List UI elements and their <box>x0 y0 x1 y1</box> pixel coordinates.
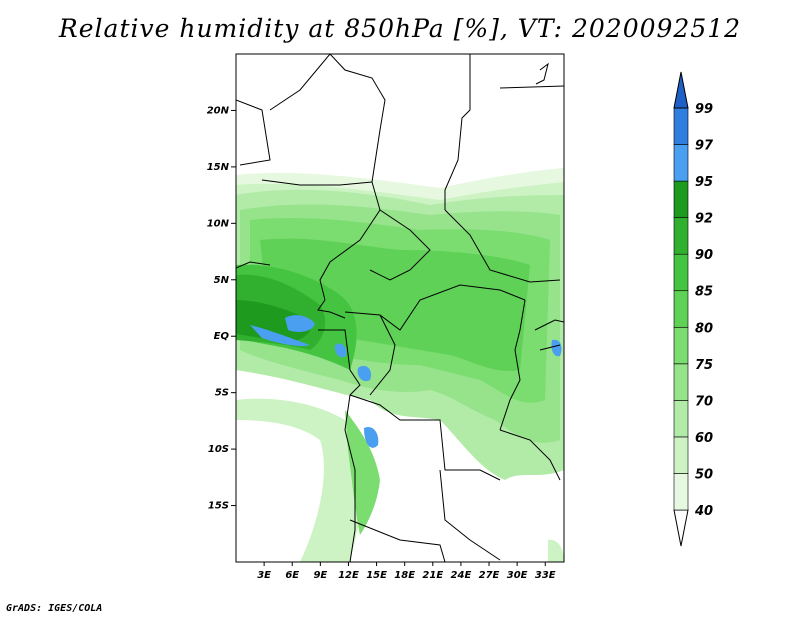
map-title: Relative humidity at 850hPa [%], VT: 202… <box>58 14 742 43</box>
colorbar-segment <box>673 180 689 218</box>
country-borders <box>236 54 564 562</box>
colorbar-segment <box>673 326 689 365</box>
colorbar-label: 95 <box>695 175 713 190</box>
colorbar-over-triangle <box>673 71 689 109</box>
lon-tick-label: 15E <box>366 570 387 581</box>
lon-tick-label: 24E <box>451 570 472 581</box>
colorbar-segment <box>673 253 689 292</box>
lon-tick-label: 6E <box>285 570 299 581</box>
lat-tick-label: 5S <box>215 388 229 399</box>
colorbar-label: 50 <box>695 467 713 482</box>
colorbar-segment <box>673 290 689 328</box>
lon-tick-label: 30E <box>507 570 528 581</box>
lat-tick-label: 5N <box>214 275 230 286</box>
lon-tick-label: 9E <box>313 570 327 581</box>
colorbar-label: 40 <box>694 504 713 519</box>
lat-tick-label: 10N <box>207 218 230 229</box>
colorbar-segment <box>673 436 689 474</box>
colorbar-label: 60 <box>695 431 713 446</box>
colorbar-label: 92 <box>695 212 713 227</box>
latitude-axis: 20N 15N 10N 5N EQ 5S 10S 15S <box>207 105 236 512</box>
lon-tick-label: 18E <box>394 570 415 581</box>
map-frame <box>235 53 565 563</box>
colorbar-segment <box>673 217 689 255</box>
colorbar-label: 70 <box>695 394 713 409</box>
lat-tick-label: EQ <box>214 331 230 342</box>
lat-tick-label: 20N <box>207 105 230 116</box>
colorbar-label: 90 <box>695 248 713 263</box>
lon-tick-label: 21E <box>422 570 443 581</box>
colorbar-segment <box>673 107 689 145</box>
colorbar-segment <box>673 400 689 438</box>
lon-tick-label: 27E <box>479 570 500 581</box>
colorbar-segment <box>673 144 689 182</box>
longitude-axis: 3E 6E 9E 12E 15E 18E 21E 24E 27E 30E 33E <box>257 562 556 581</box>
lon-tick-label: 3E <box>257 570 271 581</box>
colorbar-under-triangle <box>673 509 689 547</box>
lon-tick-label: 12E <box>338 570 359 581</box>
colorbar-label: 80 <box>695 321 713 336</box>
colorbar: 40 50 60 70 75 80 85 90 92 95 97 99 <box>673 71 714 547</box>
colorbar-segment <box>673 363 689 401</box>
colorbar-segment <box>673 473 689 511</box>
colorbar-label: 75 <box>695 358 713 373</box>
lon-tick-label: 33E <box>535 570 556 581</box>
lat-tick-label: 15N <box>207 162 230 173</box>
colorbar-label: 99 <box>695 102 713 117</box>
colorbar-label: 85 <box>695 285 713 300</box>
humidity-field <box>236 54 564 562</box>
lat-tick-label: 15S <box>208 501 229 512</box>
footer-credit: GrADS: IGES/COLA <box>6 603 103 614</box>
colorbar-label: 97 <box>695 139 714 154</box>
lat-tick-label: 10S <box>208 444 229 455</box>
